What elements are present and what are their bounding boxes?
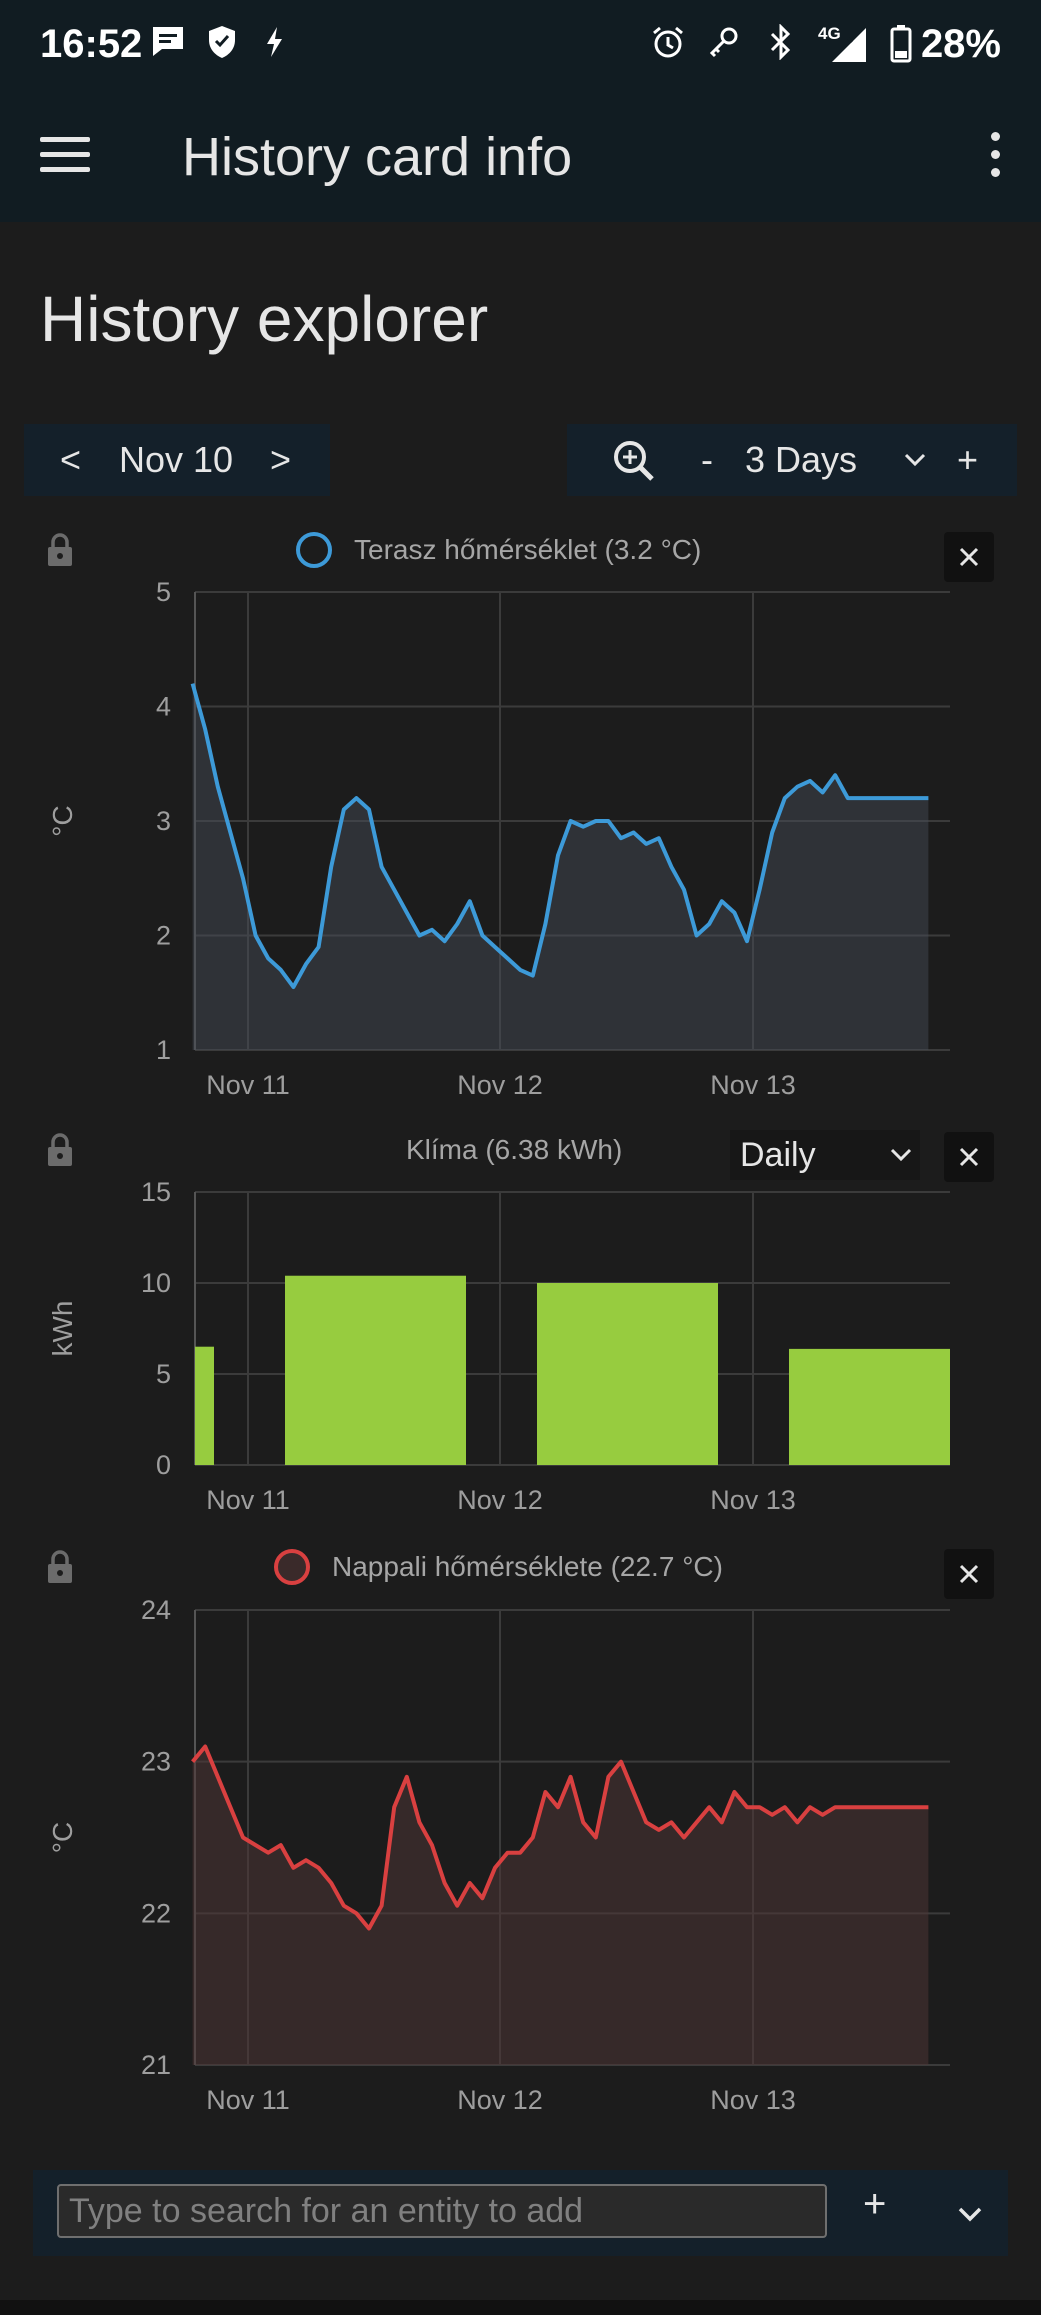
bar <box>285 1275 466 1465</box>
history-card-temp-outdoor: Terasz hőmérséklet (3.2 °C) 1 2 3 4 5 Nov 11 N… <box>0 520 1041 1100</box>
overflow-menu-icon[interactable] <box>983 132 1007 182</box>
close-card-button[interactable] <box>944 1549 994 1599</box>
chevron-down-icon[interactable] <box>957 2206 983 2224</box>
legend-label: Klíma (6.38 kWh) <box>406 1134 623 1165</box>
y-tick-label: 4 <box>156 692 171 722</box>
x-tick-label: Nov 12 <box>457 1485 543 1515</box>
legend-label: Nappali hőmérséklete (22.7 °C) <box>332 1551 723 1582</box>
bluetooth-icon <box>770 24 791 60</box>
y-tick-label: 24 <box>141 1595 171 1625</box>
time-range-control: - 3 Days + <box>567 424 1017 496</box>
line-chart-indoor-temp: 21 22 23 24 Nov 11 Nov 12 Nov 13 °C <box>47 1595 950 2115</box>
bar <box>195 1346 214 1465</box>
message-notification-icon <box>153 27 183 56</box>
app-bar: History card info <box>0 92 1041 222</box>
x-tick-label: Nov 11 <box>206 2085 290 2115</box>
line-chart-outdoor-temp: 1 2 3 4 5 Nov 11 Nov 12 Nov 13 °C <box>47 577 950 1100</box>
history-card-klima: Klíma (6.38 kWh) Daily 0 5 10 15 Nov 11 Nov 1… <box>0 1120 1041 1520</box>
y-tick-label: 21 <box>141 2050 171 2080</box>
alarm-icon <box>653 26 683 58</box>
aggregation-value: Daily <box>740 1136 816 1174</box>
hamburger-menu-icon[interactable] <box>40 137 90 177</box>
signal-icon <box>832 28 866 62</box>
battery-level: 28% <box>920 22 1001 66</box>
series-line <box>190 683 929 989</box>
close-icon <box>959 1564 979 1584</box>
y-tick-label: 0 <box>156 1450 171 1480</box>
y-tick-label: 22 <box>141 1898 171 1928</box>
date-navigation: < Nov 10 > <box>24 424 330 496</box>
y-tick-label: 5 <box>156 577 171 607</box>
chart-legend[interactable]: Nappali hőmérséklete (22.7 °C) <box>274 1549 723 1585</box>
y-tick-label: 5 <box>156 1359 171 1389</box>
range-value[interactable]: 3 Days <box>745 439 858 480</box>
page-title: History explorer <box>40 283 489 355</box>
next-date-button[interactable]: > <box>270 439 292 480</box>
y-tick-label: 1 <box>156 1035 171 1065</box>
x-tick-label: Nov 11 <box>206 1070 290 1100</box>
chevron-down-icon <box>890 1148 912 1162</box>
x-tick-label: Nov 12 <box>457 2085 543 2115</box>
close-card-button[interactable] <box>944 532 994 582</box>
add-entity-bar: + <box>33 2170 1008 2256</box>
app-bar-title: History card info <box>182 127 573 187</box>
key-icon <box>709 27 738 58</box>
zoom-in-icon[interactable] <box>611 438 657 484</box>
flash-icon <box>267 27 282 57</box>
entity-search-input[interactable] <box>57 2184 827 2238</box>
bar <box>537 1283 718 1465</box>
close-icon <box>959 1147 979 1167</box>
x-tick-label: Nov 13 <box>710 2085 796 2115</box>
x-tick-label: Nov 13 <box>710 1485 796 1515</box>
lock-icon[interactable] <box>45 1132 75 1168</box>
range-decrease-button[interactable]: - <box>701 439 713 480</box>
network-type: 4G <box>818 24 841 43</box>
chevron-down-icon[interactable] <box>903 452 927 468</box>
lock-icon[interactable] <box>45 532 75 568</box>
y-axis-label: °C <box>47 805 78 836</box>
close-icon <box>959 547 979 567</box>
bar <box>789 1348 950 1465</box>
close-card-button[interactable] <box>944 1132 994 1182</box>
legend-label: Terasz hőmérséklet (3.2 °C) <box>354 534 702 565</box>
current-date-label[interactable]: Nov 10 <box>119 439 234 480</box>
status-time: 16:52 <box>40 22 143 66</box>
add-entity-button[interactable]: + <box>863 2182 887 2226</box>
lock-icon[interactable] <box>45 1549 75 1585</box>
y-tick-label: 10 <box>141 1268 171 1298</box>
history-card-temp-indoor: Nappali hőmérséklete (22.7 °C) 21 22 23 24 N… <box>0 1537 1041 2137</box>
y-axis-label: °C <box>47 1822 78 1853</box>
series-line <box>191 1744 929 1931</box>
chart-legend[interactable]: Klíma (6.38 kWh) <box>406 1134 622 1166</box>
navigation-bar <box>0 2300 1041 2315</box>
x-tick-label: Nov 11 <box>206 1485 290 1515</box>
y-tick-label: 2 <box>156 921 171 951</box>
shield-icon <box>209 26 235 58</box>
y-tick-label: 3 <box>156 806 171 836</box>
legend-swatch <box>296 532 332 568</box>
series-area <box>192 1746 929 2065</box>
chart-legend[interactable]: Terasz hőmérséklet (3.2 °C) <box>296 532 701 568</box>
previous-date-button[interactable]: < <box>60 439 82 480</box>
bar-chart-klima: 0 5 10 15 Nov 11 Nov 12 Nov 13 kWh <box>47 1177 950 1515</box>
y-tick-label: 15 <box>141 1177 171 1207</box>
y-tick-label: 23 <box>141 1747 171 1777</box>
battery-icon <box>890 25 912 63</box>
y-axis-label: kWh <box>47 1301 78 1357</box>
series-area <box>192 683 929 1050</box>
status-bar: 16:52 4G 28% <box>0 0 1041 92</box>
x-tick-label: Nov 12 <box>457 1070 543 1100</box>
legend-swatch <box>274 1549 310 1585</box>
range-increase-button[interactable]: + <box>957 439 979 480</box>
x-tick-label: Nov 13 <box>710 1070 796 1100</box>
aggregation-select[interactable]: Daily <box>730 1130 920 1180</box>
